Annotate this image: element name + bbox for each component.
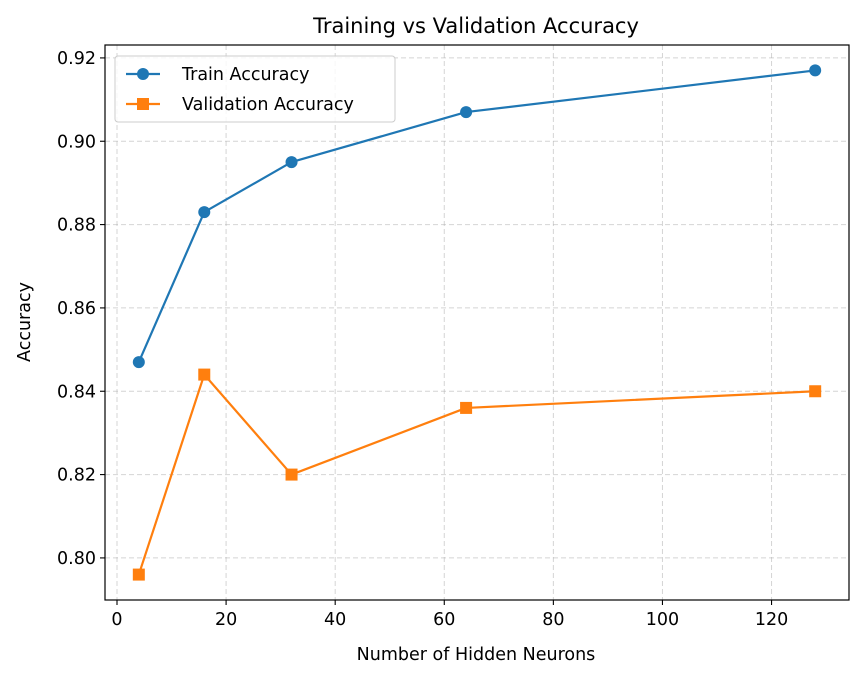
x-tick-label: 60 xyxy=(433,610,455,630)
y-tick-label: 0.84 xyxy=(57,382,96,402)
x-tick-label: 80 xyxy=(542,610,564,630)
x-tick-label: 20 xyxy=(215,610,237,630)
legend-label-train: Train Accuracy xyxy=(181,65,309,85)
chart-title: Training vs Validation Accuracy xyxy=(312,14,639,38)
x-tick-label: 40 xyxy=(324,610,346,630)
y-tick-label: 0.90 xyxy=(57,132,96,152)
y-tick-label: 0.80 xyxy=(57,549,96,569)
y-tick-label: 0.82 xyxy=(57,466,96,486)
y-tick-label: 0.88 xyxy=(57,216,96,236)
data-point-train xyxy=(285,156,298,169)
x-tick-label: 120 xyxy=(755,610,788,630)
y-axis-label: Accuracy xyxy=(15,282,35,362)
data-point-train xyxy=(198,206,211,219)
data-point-validation xyxy=(132,568,145,581)
data-point-validation xyxy=(460,401,473,414)
y-tick-label: 0.92 xyxy=(57,49,96,69)
data-point-validation xyxy=(809,385,822,398)
x-tick-label: 100 xyxy=(646,610,679,630)
legend-box xyxy=(114,55,396,123)
x-tick-label: 0 xyxy=(111,610,122,630)
plot-area-frame xyxy=(104,44,850,601)
legend-label-validation: Validation Accuracy xyxy=(182,95,354,115)
legend-marker-validation xyxy=(137,98,149,110)
legend-entry-train: Train Accuracy xyxy=(126,65,309,85)
legend-entry-validation: Validation Accuracy xyxy=(126,95,354,115)
data-point-validation xyxy=(198,368,211,381)
y-tick-label: 0.86 xyxy=(57,299,96,319)
axis-ticks: 0 20 40 60 80 100 120 0.80 0.82 0.84 0.86 0.88 0.90 0… xyxy=(57,49,788,630)
series-layer xyxy=(132,64,822,581)
data-point-train xyxy=(132,356,145,369)
legend: Train Accuracy Validation Accuracy xyxy=(114,55,396,123)
data-point-validation xyxy=(285,468,298,481)
data-point-train xyxy=(460,106,473,119)
x-axis-label: Number of Hidden Neurons xyxy=(357,645,596,665)
grid-lines xyxy=(105,45,849,600)
data-point-train xyxy=(809,64,822,77)
legend-marker-train xyxy=(137,68,149,80)
